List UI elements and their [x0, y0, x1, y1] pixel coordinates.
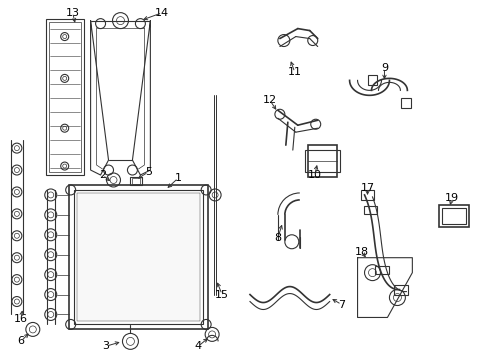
- Text: 16: 16: [14, 314, 28, 324]
- Bar: [364, 206, 377, 214]
- Bar: [375, 266, 390, 274]
- Bar: [442, 208, 466, 224]
- Text: 3: 3: [102, 341, 109, 351]
- Text: 2: 2: [99, 170, 106, 180]
- Text: 10: 10: [308, 170, 322, 180]
- Bar: [130, 177, 143, 185]
- Text: 14: 14: [155, 8, 170, 18]
- Bar: [401, 98, 412, 108]
- Bar: [305, 150, 340, 172]
- Bar: [74, 190, 203, 324]
- Text: 11: 11: [288, 67, 302, 77]
- Bar: [368, 75, 377, 85]
- Bar: [394, 285, 408, 294]
- Text: 6: 6: [17, 336, 24, 346]
- Text: 15: 15: [215, 289, 229, 300]
- Text: 9: 9: [381, 63, 388, 73]
- Bar: [361, 190, 374, 200]
- Text: 4: 4: [195, 341, 202, 351]
- Bar: [132, 178, 141, 184]
- Bar: [439, 205, 469, 227]
- Bar: [308, 145, 337, 177]
- Text: 19: 19: [445, 193, 459, 203]
- Text: 12: 12: [263, 95, 277, 105]
- Text: 17: 17: [361, 183, 374, 193]
- Bar: [76, 193, 200, 321]
- Bar: [49, 22, 81, 172]
- Text: 8: 8: [274, 233, 281, 243]
- Text: 5: 5: [145, 167, 152, 177]
- Text: 13: 13: [66, 8, 80, 18]
- Text: 18: 18: [354, 247, 368, 257]
- Bar: [46, 19, 84, 175]
- Bar: [69, 185, 208, 329]
- Text: 1: 1: [175, 173, 182, 183]
- Text: 7: 7: [338, 300, 345, 310]
